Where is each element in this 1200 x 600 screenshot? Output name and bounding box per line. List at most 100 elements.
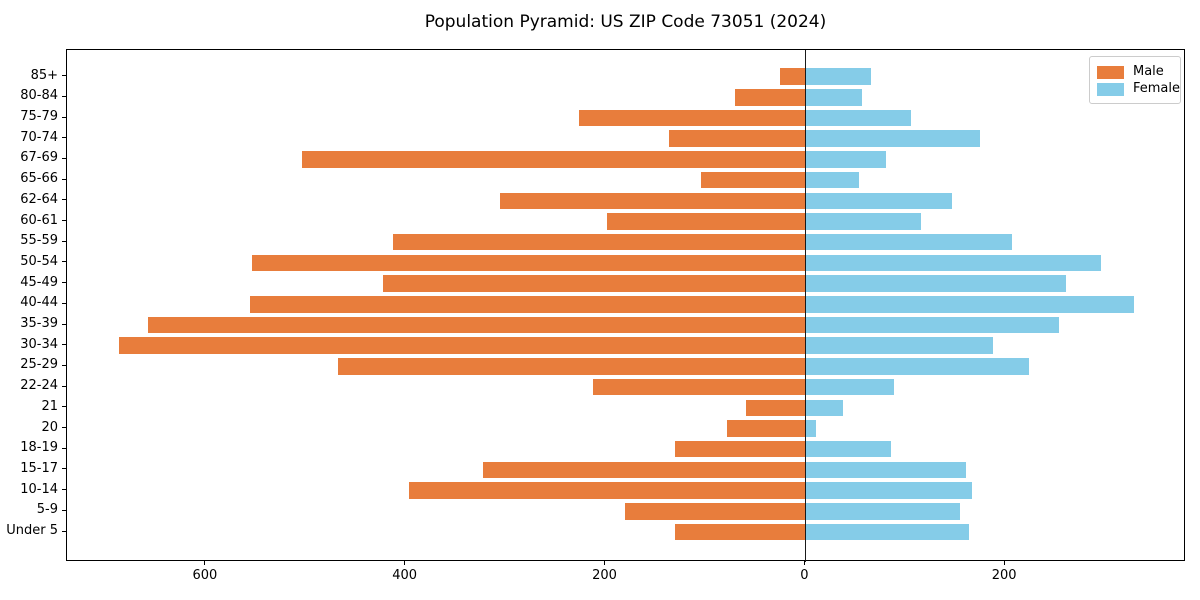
y-tick-label: 45-49 xyxy=(20,274,58,290)
y-tick-label: 5-9 xyxy=(36,502,58,518)
y-tick-mark-icon xyxy=(62,302,66,304)
y-tick-label: 67-69 xyxy=(20,150,58,166)
y-tick-label: 70-74 xyxy=(20,129,58,145)
male-bar xyxy=(337,358,806,375)
y-tick-label: 65-66 xyxy=(20,171,58,187)
female-bar xyxy=(805,130,981,147)
female-bar xyxy=(805,213,922,230)
x-tick-mark-icon xyxy=(1003,561,1005,565)
y-tick-label: 62-64 xyxy=(20,191,58,207)
male-bar xyxy=(780,68,806,85)
y-tick-mark-icon xyxy=(62,323,66,325)
female-bar xyxy=(805,233,1013,251)
y-tick-mark-icon xyxy=(62,157,66,159)
x-tick-label: 0 xyxy=(800,568,809,583)
male-bar xyxy=(669,130,806,147)
male-bar xyxy=(392,233,806,251)
plot-area xyxy=(66,49,1185,562)
y-tick-label: 22-24 xyxy=(20,378,58,394)
male-bar xyxy=(382,275,806,292)
female-bar xyxy=(805,296,1135,313)
male-bar xyxy=(408,482,806,499)
male-bar xyxy=(249,296,806,313)
female-bar xyxy=(805,523,970,541)
male-bar xyxy=(701,171,806,189)
legend-label-female: Female xyxy=(1133,81,1181,96)
y-tick-mark-icon xyxy=(62,75,66,77)
female-bar xyxy=(805,68,872,85)
male-bar xyxy=(606,213,806,230)
y-tick-mark-icon xyxy=(62,406,66,408)
female-swatch-icon xyxy=(1097,82,1124,96)
y-tick-mark-icon xyxy=(62,530,66,532)
male-bar xyxy=(147,316,806,334)
y-tick-mark-icon xyxy=(62,468,66,470)
y-tick-mark-icon xyxy=(62,509,66,511)
y-tick-label: 18-19 xyxy=(20,440,58,456)
female-bar xyxy=(805,378,895,396)
female-bar xyxy=(805,482,973,499)
female-bar xyxy=(805,316,1060,334)
female-bar xyxy=(805,420,817,437)
y-tick-mark-icon xyxy=(62,447,66,449)
y-tick-mark-icon xyxy=(62,199,66,201)
female-bar xyxy=(805,358,1030,375)
x-tick-label: 600 xyxy=(192,568,218,583)
x-tick-mark-icon xyxy=(204,561,206,565)
female-bar xyxy=(805,275,1067,292)
male-bar xyxy=(301,151,806,168)
y-tick-label: 21 xyxy=(41,398,58,414)
male-bar xyxy=(482,461,806,479)
male-bar xyxy=(675,440,806,458)
female-bar xyxy=(805,89,863,106)
y-tick-label: 20 xyxy=(41,419,58,435)
female-bar xyxy=(805,171,860,189)
y-tick-mark-icon xyxy=(62,364,66,366)
male-bar xyxy=(251,254,806,272)
male-bar xyxy=(118,337,806,354)
y-tick-mark-icon xyxy=(62,427,66,428)
x-tick-label: 200 xyxy=(592,568,617,583)
y-tick-label: 80-84 xyxy=(20,88,58,104)
male-bar xyxy=(735,89,806,106)
y-tick-mark-icon xyxy=(62,137,66,139)
y-tick-mark-icon xyxy=(62,178,66,180)
y-tick-label: 15-17 xyxy=(20,460,58,476)
female-bar xyxy=(805,503,961,520)
y-tick-mark-icon xyxy=(62,220,66,221)
y-tick-label: 75-79 xyxy=(20,109,58,124)
y-tick-mark-icon xyxy=(62,240,66,242)
y-tick-label: 30-34 xyxy=(20,336,58,352)
male-swatch-icon xyxy=(1097,65,1124,79)
male-bar xyxy=(592,378,806,396)
x-tick-mark-icon xyxy=(803,561,805,565)
legend-item-female: Female xyxy=(1097,81,1180,97)
y-tick-label: 35-39 xyxy=(20,316,58,331)
male-bar xyxy=(746,399,806,417)
y-tick-mark-icon xyxy=(62,95,66,97)
female-bar xyxy=(805,254,1102,272)
y-tick-mark-icon xyxy=(62,116,66,118)
zero-line xyxy=(804,50,806,562)
y-tick-label: 40-44 xyxy=(20,295,58,311)
legend-label-male: Male xyxy=(1133,64,1164,79)
male-bar xyxy=(578,109,806,127)
male-bar xyxy=(727,420,806,437)
y-tick-label: 10-14 xyxy=(20,481,58,497)
x-tick-mark-icon xyxy=(604,561,606,565)
legend-item-male: Male xyxy=(1097,64,1172,80)
female-bar xyxy=(805,461,967,479)
y-tick-mark-icon xyxy=(62,261,66,263)
male-bar xyxy=(675,523,806,541)
y-tick-label: 25-29 xyxy=(20,357,58,373)
y-tick-label: 55-59 xyxy=(20,233,58,249)
female-bar xyxy=(805,109,912,127)
x-tick-label: 400 xyxy=(392,568,418,583)
y-tick-label: 60-61 xyxy=(20,212,58,228)
female-bar xyxy=(805,440,892,458)
legend: Male Female xyxy=(1089,56,1181,104)
y-tick-mark-icon xyxy=(62,385,66,387)
chart-title: Population Pyramid: US ZIP Code 73051 (2… xyxy=(424,12,827,32)
y-tick-label: Under 5 xyxy=(6,523,58,538)
